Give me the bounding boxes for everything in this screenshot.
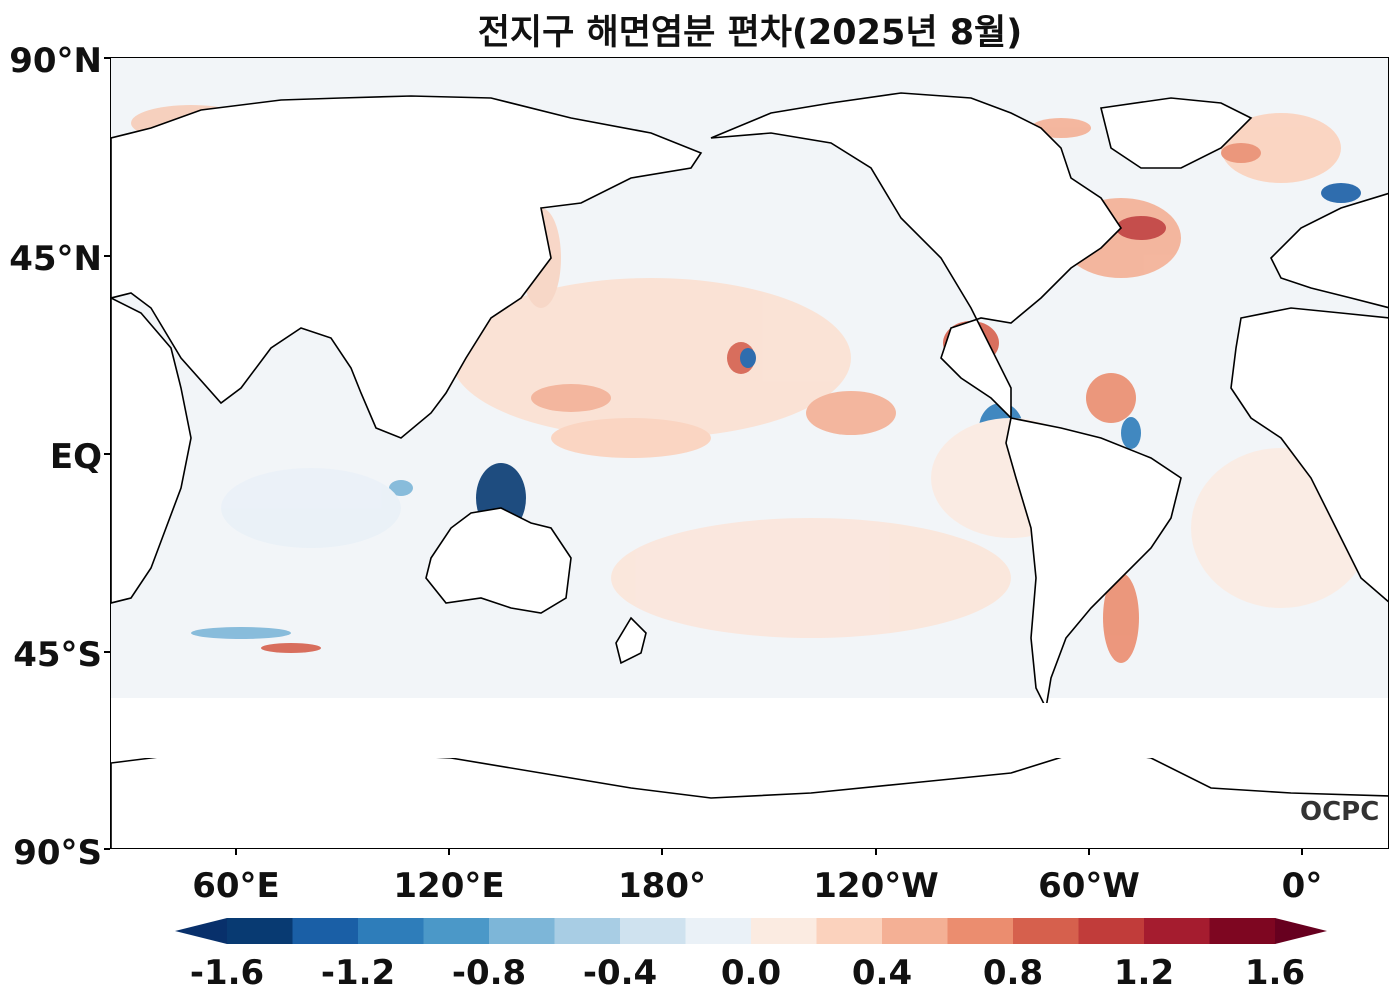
colorbar-cell (489, 918, 555, 944)
ocpc-logo: OCPC (1300, 797, 1380, 827)
colorbar-extend-low (175, 918, 227, 944)
colorbar-cell (554, 918, 621, 944)
greenland-land (1100, 97, 1253, 169)
lat-tick (104, 453, 110, 455)
lat-label-90s: 90°S (13, 833, 102, 873)
lat-label-45s: 45°S (13, 635, 102, 675)
colorbar-tick-label: 0.0 (720, 953, 782, 993)
lat-label-eq: EQ (49, 437, 102, 477)
lat-tick (104, 255, 110, 257)
lat-label-45n: 45°N (9, 239, 102, 279)
salinity-anomaly-map (111, 58, 1388, 848)
lon-label-180: 180° (618, 866, 706, 906)
colorbar-cell (227, 918, 293, 944)
colorbar-cell (882, 918, 948, 944)
lon-tick (661, 849, 663, 855)
west-africa-land (1230, 307, 1388, 603)
lon-label-120w: 120°W (813, 866, 939, 906)
australia-land (425, 507, 572, 614)
lon-tick (448, 849, 450, 855)
colorbar-cell (751, 918, 817, 944)
colorbar-cell (1144, 918, 1210, 944)
south-america-land (1005, 417, 1182, 711)
colorbar-tick-label: 0.4 (851, 953, 913, 993)
lat-tick (104, 651, 110, 653)
colorbar-tick-label: 1.2 (1113, 953, 1175, 993)
lon-tick (235, 849, 237, 855)
colorbar-cell (947, 918, 1014, 944)
lon-tick (1301, 849, 1303, 855)
colorbar-cell (1013, 918, 1079, 944)
colorbar-cell (292, 918, 359, 944)
africa-land (111, 297, 192, 604)
lat-tick (104, 57, 110, 59)
colorbar-extend-high (1275, 918, 1327, 944)
lon-label-60e: 60°E (192, 866, 280, 906)
no-data-band (111, 703, 1388, 758)
colorbar-cell (620, 918, 686, 944)
colorbar-cell (816, 918, 883, 944)
north-america-land (710, 92, 1123, 420)
lon-label-120e: 120°E (393, 866, 505, 906)
map-panel (110, 57, 1389, 849)
lon-tick (1088, 849, 1090, 855)
colorbar-cell (423, 918, 490, 944)
antarctica-land (111, 747, 1388, 848)
eurasia-land (111, 95, 703, 439)
colorbar-cell (358, 918, 424, 944)
new-zealand-land (615, 616, 647, 665)
colorbar-tick-label: 1.6 (1244, 953, 1306, 993)
map-title: 전지구 해면염분 편차(2025년 8월) (477, 13, 1023, 53)
lat-label-90n: 90°N (9, 41, 102, 81)
colorbar-tick-label: -1.2 (320, 953, 396, 993)
europe-land (1270, 192, 1388, 309)
lon-label-0: 0° (1281, 866, 1323, 906)
lon-tick (875, 849, 877, 855)
lon-label-60w: 60°W (1038, 866, 1140, 906)
colorbar-cell (1209, 918, 1276, 944)
colorbar-tick-label: -1.6 (189, 953, 265, 993)
lat-tick (104, 848, 110, 850)
colorbar (175, 918, 1327, 944)
colorbar-tick-label: -0.8 (451, 953, 527, 993)
colorbar-cell (685, 918, 752, 944)
colorbar-cell (1078, 918, 1145, 944)
land-masses (111, 92, 1388, 848)
colorbar-tick-label: 0.8 (982, 953, 1044, 993)
colorbar-tick-label: -0.4 (582, 953, 658, 993)
